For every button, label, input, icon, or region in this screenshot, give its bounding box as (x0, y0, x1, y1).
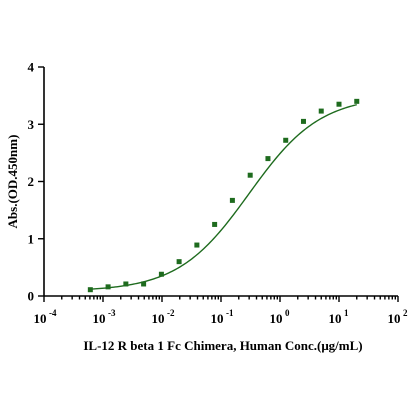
y-tick-label: 1 (28, 231, 35, 246)
x-tick-label: 10 (152, 311, 165, 326)
data-point (283, 137, 289, 143)
x-tick-exponent: -1 (226, 308, 234, 318)
y-axis-ticks: 0 1 2 3 4 (28, 60, 44, 304)
x-tick-label: 10 (329, 311, 342, 326)
data-point (194, 242, 200, 248)
data-point (141, 281, 147, 287)
data-point (158, 271, 164, 277)
y-tick-label: 0 (28, 289, 35, 304)
y-tick-label: 3 (28, 117, 35, 132)
data-point (336, 101, 342, 107)
data-point (300, 118, 306, 124)
x-axis-title: IL-12 R beta 1 Fc Chimera, Human Conc.(μ… (83, 338, 362, 353)
y-axis-title: Abs.(OD.450nm) (5, 135, 20, 229)
x-tick-exponent: 0 (285, 308, 290, 318)
data-points (87, 98, 360, 293)
x-tick-exponent: -2 (167, 308, 175, 318)
x-tick-exponent: -4 (49, 308, 57, 318)
data-point (265, 156, 271, 162)
y-tick-label: 4 (28, 60, 35, 75)
data-point (229, 197, 235, 203)
x-axis-ticks: 10 -4 10 -3 10 -2 10 -1 10 0 10 1 10 2 (34, 296, 408, 326)
x-tick-exponent: 2 (403, 308, 408, 318)
data-point (354, 98, 360, 104)
x-tick-exponent: 1 (344, 308, 349, 318)
data-point (318, 108, 324, 114)
data-point (105, 284, 111, 290)
x-tick-label: 10 (34, 311, 47, 326)
x-tick-exponent: -3 (108, 308, 116, 318)
x-tick-label: 10 (211, 311, 224, 326)
data-point (123, 281, 129, 287)
x-tick-label: 10 (270, 311, 283, 326)
data-point (212, 221, 218, 227)
data-point (247, 172, 253, 178)
data-point (176, 259, 182, 265)
x-tick-label: 10 (93, 311, 106, 326)
data-point (87, 287, 93, 293)
x-tick-label: 10 (388, 311, 401, 326)
y-tick-label: 2 (28, 174, 35, 189)
fit-curve (90, 104, 357, 290)
